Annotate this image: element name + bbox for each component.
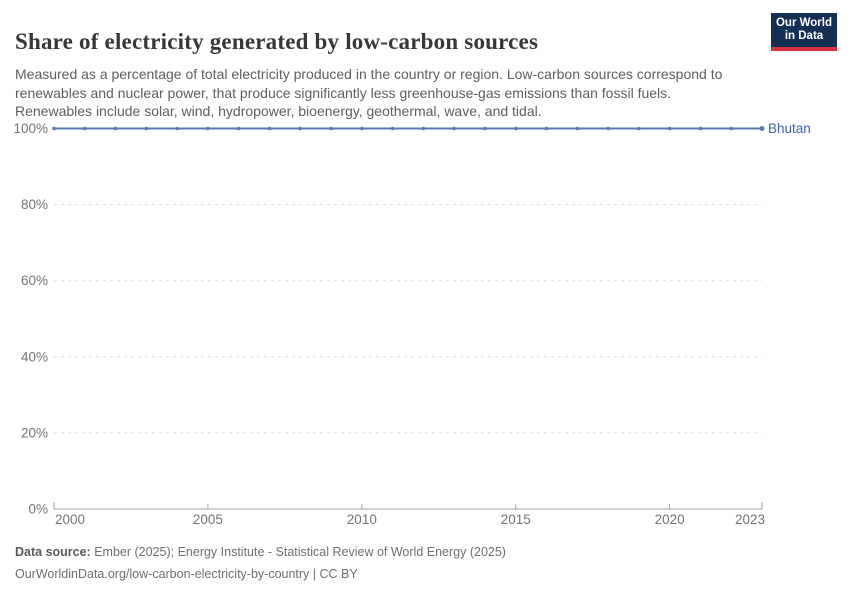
data-source-line: Data source: Ember (2025); Energy Instit… (15, 541, 835, 563)
data-point[interactable] (206, 126, 210, 131)
entity-label[interactable]: Bhutan (768, 121, 811, 136)
owid-logo-line2: in Data (784, 30, 824, 42)
y-axis-tick-label: 100% (13, 121, 48, 136)
chart-footer: Data source: Ember (2025); Energy Instit… (15, 541, 835, 585)
data-point[interactable] (452, 126, 456, 131)
data-point[interactable] (421, 126, 426, 131)
data-point[interactable] (236, 126, 241, 131)
x-axis-tick-label: 2023 (735, 512, 765, 527)
data-point[interactable] (667, 126, 672, 131)
data-point[interactable] (329, 126, 333, 131)
data-point[interactable] (144, 126, 149, 131)
data-point[interactable] (729, 126, 734, 131)
x-axis-tick-label: 2015 (501, 512, 531, 527)
data-point[interactable] (759, 126, 765, 131)
x-axis-tick-label: 2020 (655, 512, 685, 527)
x-axis-tick-label: 2005 (193, 512, 223, 527)
data-point[interactable] (175, 126, 179, 131)
y-axis-tick-label: 60% (21, 273, 48, 288)
data-point[interactable] (698, 126, 703, 131)
y-axis-tick-label: 80% (21, 197, 48, 212)
data-source-text: Ember (2025); Energy Institute - Statist… (90, 545, 506, 559)
x-axis-tick-label: 2000 (55, 512, 85, 527)
data-point[interactable] (298, 126, 303, 131)
page-title: Share of electricity generated by low-ca… (15, 29, 539, 55)
y-axis-tick-label: 20% (21, 425, 48, 440)
data-point[interactable] (544, 126, 549, 131)
data-point[interactable] (606, 126, 610, 131)
data-point[interactable] (267, 126, 272, 131)
y-axis-tick-label: 40% (21, 349, 48, 364)
chart-subtitle: Measured as a percentage of total electr… (15, 66, 723, 119)
data-point[interactable] (483, 126, 487, 131)
owid-logo-line1: Our World (775, 16, 832, 29)
data-source-label: Data source: (15, 545, 91, 559)
data-point[interactable] (637, 126, 641, 131)
data-point[interactable] (390, 126, 395, 131)
data-point[interactable] (113, 126, 118, 131)
url-license-line[interactable]: OurWorldinData.org/low-carbon-electricit… (15, 567, 358, 581)
data-point[interactable] (52, 126, 56, 131)
y-axis-tick-label: 0% (28, 502, 48, 517)
data-point[interactable] (360, 126, 364, 131)
data-point[interactable] (513, 126, 518, 131)
x-axis-tick-label: 2010 (347, 512, 377, 527)
data-point[interactable] (575, 126, 580, 131)
owid-logo[interactable]: Our World in Data (771, 13, 837, 51)
data-point[interactable] (82, 126, 87, 131)
